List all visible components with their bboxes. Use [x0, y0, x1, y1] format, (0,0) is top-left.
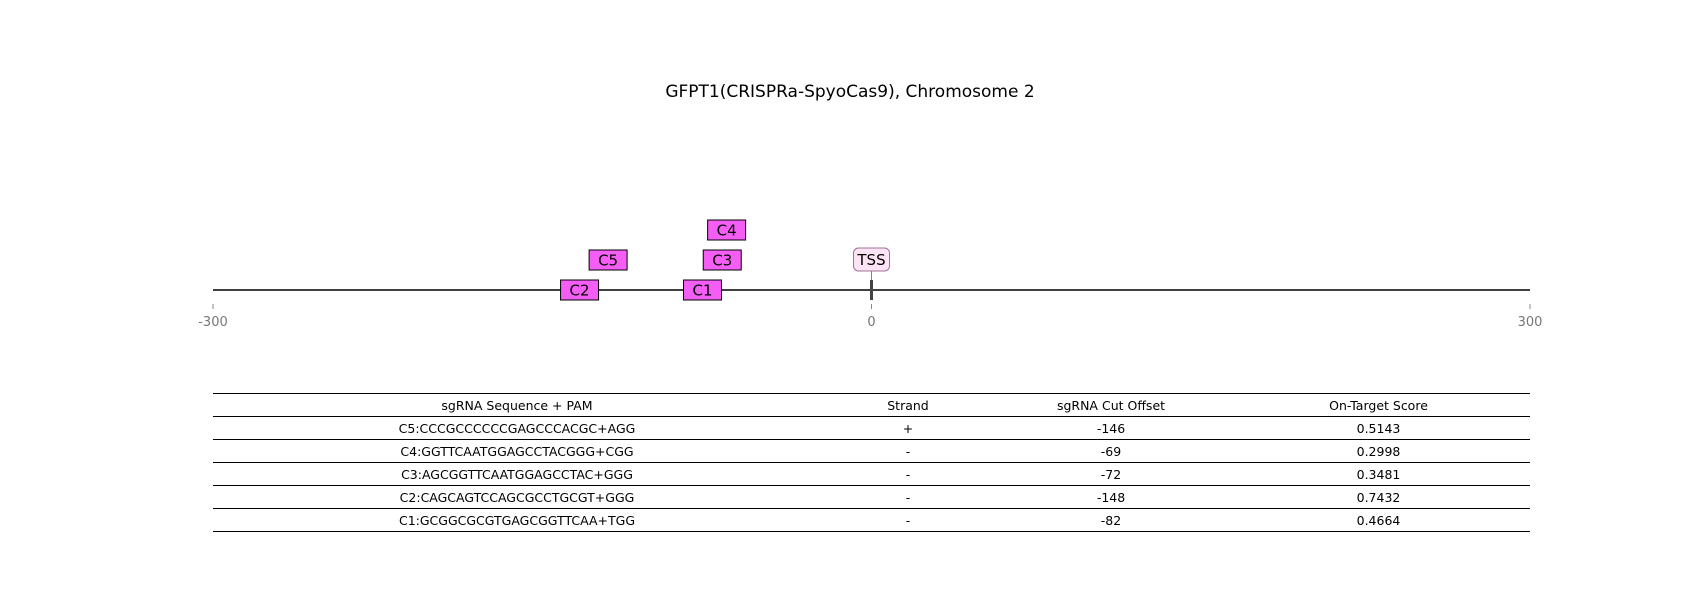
header-cut-offset: sgRNA Cut Offset — [995, 394, 1227, 417]
cell-cut-offset: -148 — [995, 486, 1227, 509]
table-header-row: sgRNA Sequence + PAM Strand sgRNA Cut Of… — [213, 394, 1530, 417]
header-strand: Strand — [821, 394, 995, 417]
table-row: C4:GGTTCAATGGAGCCTACGGG+CGG - -69 0.2998 — [213, 440, 1530, 463]
cell-sequence: C3:AGCGGTTCAATGGAGCCTAC+GGG — [213, 463, 821, 486]
cell-score: 0.3481 — [1227, 463, 1530, 486]
header-on-target-score: On-Target Score — [1227, 394, 1530, 417]
tss-marker: TSS — [854, 248, 890, 300]
cell-sequence: C2:CAGCAGTCCAGCGCCTGCGT+GGG — [213, 486, 821, 509]
table-row: C2:CAGCAGTCCAGCGCCTGCGT+GGG - -148 0.743… — [213, 486, 1530, 509]
cell-strand: - — [821, 509, 995, 532]
guide-label: C3 — [712, 252, 732, 270]
cell-strand: - — [821, 486, 995, 509]
cell-strand: + — [821, 417, 995, 440]
header-sequence: sgRNA Sequence + PAM — [213, 394, 821, 417]
cell-cut-offset: -146 — [995, 417, 1227, 440]
guide-boxes: C2 C1 C5 C3 C4 — [561, 220, 746, 300]
cell-strand: - — [821, 463, 995, 486]
axis-tick-label: 300 — [1518, 315, 1543, 330]
table-row: C3:AGCGGTTCAATGGAGCCTAC+GGG - -72 0.3481 — [213, 463, 1530, 486]
cell-cut-offset: -69 — [995, 440, 1227, 463]
cell-sequence: C4:GGTTCAATGGAGCCTACGGG+CGG — [213, 440, 821, 463]
cell-strand: - — [821, 440, 995, 463]
guide-track: -300 0 300 TSS C2 C1 C5 C3 C4 — [0, 0, 1700, 340]
cell-sequence: C5:CCCGCCCCCCGAGCCCACGC+AGG — [213, 417, 821, 440]
cell-cut-offset: -72 — [995, 463, 1227, 486]
cell-score: 0.2998 — [1227, 440, 1530, 463]
cell-sequence: C1:GCGGCGCGTGAGCGGTTCAA+TGG — [213, 509, 821, 532]
cell-score: 0.7432 — [1227, 486, 1530, 509]
guide-label: C4 — [717, 222, 737, 240]
guide-label: C2 — [570, 282, 590, 300]
axis-tick-label: 0 — [867, 315, 875, 330]
axis-ticks: -300 0 300 — [198, 304, 1542, 330]
axis-tick-label: -300 — [198, 315, 228, 330]
cell-score: 0.5143 — [1227, 417, 1530, 440]
tss-label: TSS — [856, 251, 885, 269]
guide-label: C5 — [598, 252, 618, 270]
guide-label: C1 — [692, 282, 712, 300]
table-row: C5:CCCGCCCCCCGAGCCCACGC+AGG + -146 0.514… — [213, 417, 1530, 440]
guide-table: sgRNA Sequence + PAM Strand sgRNA Cut Of… — [213, 393, 1530, 532]
cell-score: 0.4664 — [1227, 509, 1530, 532]
table-row: C1:GCGGCGCGTGAGCGGTTCAA+TGG - -82 0.4664 — [213, 509, 1530, 532]
cell-cut-offset: -82 — [995, 509, 1227, 532]
